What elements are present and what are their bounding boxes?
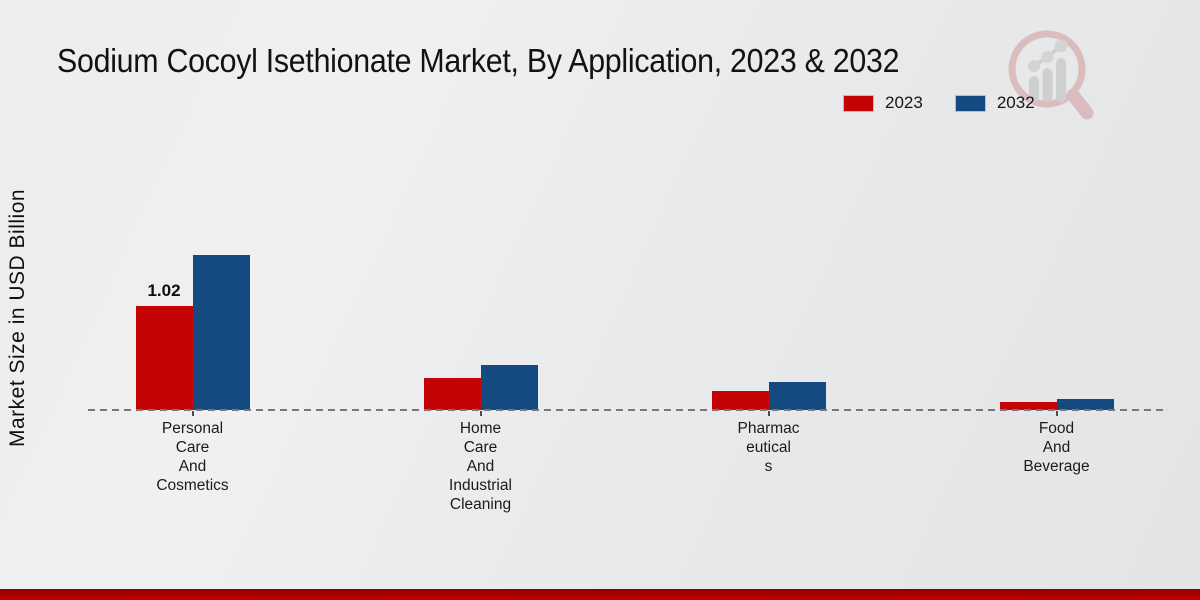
category-label-line: Home xyxy=(459,420,502,437)
bar-chart-magnifier-logo-icon xyxy=(1008,30,1094,120)
category-label-line: Food xyxy=(1038,420,1075,437)
category-label-personal-care-and-cosmetics: Personal Care And Cosmetics xyxy=(103,419,283,495)
category-label-line: And xyxy=(178,458,207,475)
legend-swatch-2032 xyxy=(954,94,986,112)
category-label-food-and-beverage: Food And Beverage xyxy=(967,419,1147,476)
category-label-line: Care xyxy=(463,439,498,456)
value-label-2023-personal-care-and-cosmetics: 1.02 xyxy=(147,281,181,300)
x-tick-personal-care-and-cosmetics xyxy=(191,411,194,416)
bar-2023-home-care-and-industrial-cleaning xyxy=(423,378,481,410)
category-label-line: And xyxy=(466,458,495,475)
category-label-line: Cleaning xyxy=(449,496,512,513)
footer-accent-band xyxy=(0,589,1200,600)
legend-item-2023: 2023 xyxy=(843,93,923,113)
category-label-line: eutical xyxy=(746,439,791,456)
legend: 2023 2032 xyxy=(843,93,1035,113)
category-label-line: Care xyxy=(175,439,210,456)
category-label-line: And xyxy=(1042,439,1071,456)
bar-2032-home-care-and-industrial-cleaning xyxy=(480,365,538,410)
bar-2032-pharmaceuticals xyxy=(768,382,826,410)
bar-2023-personal-care-and-cosmetics xyxy=(135,306,193,410)
x-tick-food-and-beverage xyxy=(1055,411,1058,416)
category-label-line: Personal xyxy=(161,420,224,437)
category-label-line: s xyxy=(764,458,773,475)
legend-item-2032: 2032 xyxy=(954,93,1035,113)
bar-2023-food-and-beverage xyxy=(999,402,1057,410)
category-label-line: Industrial xyxy=(449,477,512,494)
bar-2032-personal-care-and-cosmetics xyxy=(192,255,250,410)
x-tick-home-care-and-industrial-cleaning xyxy=(479,411,482,416)
category-label-home-care-and-industrial-cleaning: Home Care And Industrial Cleaning xyxy=(391,419,571,514)
category-label-line: Beverage xyxy=(1023,458,1090,475)
legend-swatch-2023 xyxy=(843,94,874,112)
category-label-pharmaceuticals: Pharmac eutical s xyxy=(679,419,859,476)
category-label-line: Pharmac xyxy=(737,420,800,437)
legend-label-2023: 2023 xyxy=(885,93,923,112)
bar-2023-pharmaceuticals xyxy=(711,391,769,410)
category-label-line: Cosmetics xyxy=(156,477,229,494)
x-axis-dashed-baseline xyxy=(88,409,1164,411)
bar-2032-food-and-beverage xyxy=(1056,399,1114,410)
x-tick-pharmaceuticals xyxy=(767,411,770,416)
chart-title: Sodium Cocoyl Isethionate Market, By App… xyxy=(57,42,900,79)
legend-label-2032: 2032 xyxy=(996,93,1035,112)
